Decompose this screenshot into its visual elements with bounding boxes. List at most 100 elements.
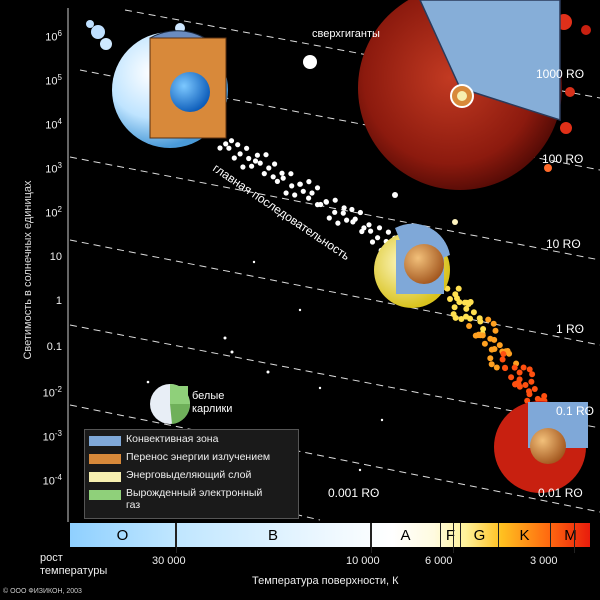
ms-star-dot bbox=[500, 351, 507, 357]
ms-star-dot bbox=[465, 301, 472, 307]
y-tick: 106 bbox=[45, 29, 62, 44]
ms-star-dot bbox=[357, 209, 363, 216]
ms-star-dot bbox=[520, 364, 527, 371]
ms-star-dot bbox=[487, 335, 494, 342]
blue-giant-star bbox=[112, 30, 228, 148]
legend-swatch bbox=[89, 454, 121, 464]
ms-star-dot bbox=[326, 215, 332, 221]
ms-star-dot bbox=[335, 220, 341, 226]
red-supergiant-star bbox=[358, 0, 562, 190]
x-tick-mark bbox=[176, 523, 177, 553]
radius-label: 0.01 Rʘ bbox=[538, 486, 583, 500]
x-axis-label: Температура поверхности, К bbox=[252, 575, 399, 587]
radius-line-1 bbox=[69, 239, 600, 346]
ms-star-dot bbox=[292, 192, 298, 198]
ms-star-dot bbox=[300, 188, 306, 194]
spectral-class-g: G bbox=[461, 523, 499, 547]
ms-star-dot bbox=[366, 222, 372, 228]
ms-star-dot bbox=[526, 366, 533, 373]
ms-star-dot bbox=[516, 369, 523, 376]
ms-star-dot bbox=[280, 175, 286, 181]
legend-item: Перенос энергии излучением bbox=[85, 451, 298, 469]
ms-star-dot bbox=[470, 309, 477, 316]
supergiants-label: сверхгиганты bbox=[312, 28, 380, 40]
ms-star-dot bbox=[452, 314, 459, 321]
ms-star-dot bbox=[309, 190, 315, 196]
ms-star-dot bbox=[481, 340, 488, 347]
radius-label: 1 Rʘ bbox=[556, 322, 584, 336]
spectral-class-f: F bbox=[441, 523, 461, 547]
x-tick: 10 000 bbox=[346, 555, 380, 567]
ms-star-dot bbox=[244, 145, 250, 151]
spectral-class-o: O bbox=[70, 523, 176, 547]
ms-star-dot bbox=[511, 364, 518, 371]
ms-star-dot bbox=[368, 228, 374, 234]
radius-line-10 bbox=[69, 156, 600, 261]
legend-label: Конвективная зона bbox=[126, 433, 219, 445]
legend-item: Энерговыделяющий слой bbox=[85, 469, 298, 487]
radius-label: 100 Rʘ bbox=[542, 152, 583, 166]
ms-star-dot bbox=[361, 225, 367, 231]
ms-star-dot bbox=[272, 161, 278, 167]
ms-star-dot bbox=[349, 206, 355, 213]
y-tick: 10-2 bbox=[42, 385, 62, 400]
x-tick: 3 000 bbox=[530, 555, 558, 567]
ms-star-dot bbox=[488, 361, 495, 368]
ms-star-dot bbox=[487, 355, 494, 362]
ms-star-dot bbox=[458, 316, 465, 322]
ms-star-dot bbox=[452, 291, 459, 298]
ms-star-dot bbox=[515, 380, 522, 387]
ms-star-dot bbox=[476, 315, 483, 322]
x-tick-mark bbox=[574, 523, 575, 553]
x-tick-mark bbox=[453, 523, 454, 553]
ms-star-dot bbox=[479, 332, 486, 339]
ms-star-dot bbox=[499, 356, 506, 363]
legend-label: Энерговыделяющий слой bbox=[126, 469, 252, 481]
ms-star-dot bbox=[297, 181, 303, 187]
ms-star-dot bbox=[385, 229, 391, 235]
radius-line-001 bbox=[69, 404, 600, 513]
ms-star-dot bbox=[480, 326, 487, 332]
y-tick: 10-3 bbox=[42, 429, 62, 444]
legend-label: Вырожденный электронный газ bbox=[126, 487, 263, 511]
ms-star-dot bbox=[496, 342, 503, 349]
ms-star-dot bbox=[340, 210, 346, 216]
ms-star-dot bbox=[485, 316, 492, 323]
ms-star-dot bbox=[447, 296, 453, 302]
ms-star-dot bbox=[228, 138, 235, 144]
ms-star-dot bbox=[257, 160, 263, 166]
ms-star-dot bbox=[463, 305, 470, 312]
spectral-class-m: M bbox=[564, 526, 577, 544]
ms-star-dot bbox=[270, 174, 276, 180]
radius-label: 10 Rʘ bbox=[546, 237, 581, 251]
ms-star-dot bbox=[231, 155, 237, 161]
ms-star-dot bbox=[249, 163, 255, 169]
ms-star-dot bbox=[369, 239, 376, 245]
ms-star-dot bbox=[531, 386, 538, 392]
legend-swatch bbox=[89, 472, 121, 482]
ms-star-dot bbox=[455, 285, 462, 292]
ms-star-dot bbox=[237, 151, 243, 157]
radius-label: 0.001 Rʘ bbox=[328, 486, 379, 500]
spectral-class-b: B bbox=[176, 523, 371, 547]
ms-star-dot bbox=[252, 158, 259, 164]
ms-star-dot bbox=[223, 141, 229, 147]
ms-star-dot bbox=[226, 145, 232, 151]
ms-star-dot bbox=[306, 179, 312, 185]
x-tick: 6 000 bbox=[425, 555, 453, 567]
spectral-class-k: K bbox=[499, 523, 551, 547]
y-tick: 102 bbox=[45, 205, 62, 220]
ms-star-dot bbox=[488, 346, 495, 353]
ms-star-dot bbox=[332, 209, 338, 215]
ms-star-dot bbox=[279, 170, 285, 176]
legend-item: Вырожденный электронный газ bbox=[85, 487, 298, 517]
ms-star-dot bbox=[451, 304, 458, 311]
radius-label: 1000 Rʘ bbox=[536, 67, 584, 81]
ms-star-dot bbox=[376, 225, 383, 231]
ms-star-dot bbox=[240, 164, 246, 170]
ms-star-dot bbox=[318, 201, 324, 208]
ms-star-dot bbox=[314, 185, 321, 191]
x-tick-mark bbox=[371, 523, 372, 553]
legend-label: Перенос энергии излучением bbox=[126, 451, 271, 463]
